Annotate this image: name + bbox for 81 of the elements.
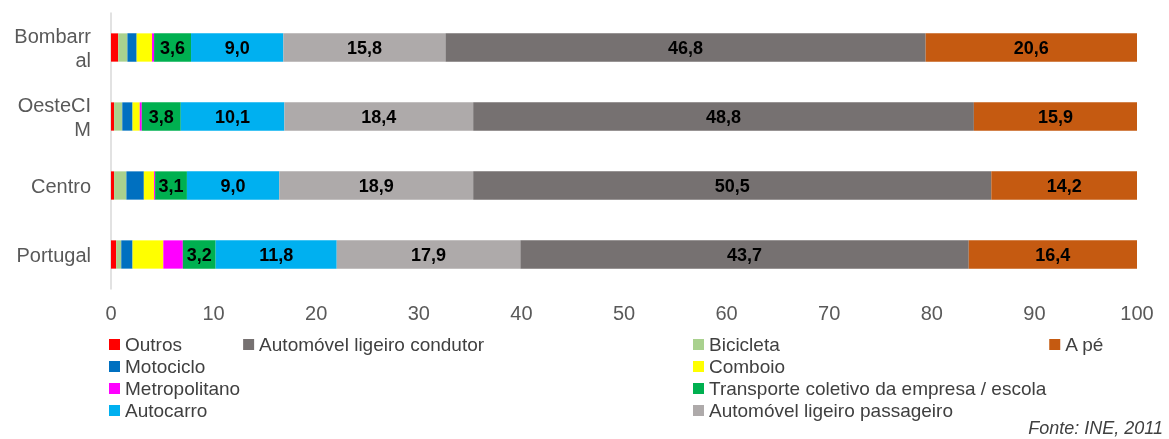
y-tick-label: Centro (30, 174, 91, 197)
data-label: 15,9 (1037, 106, 1073, 127)
bar (215, 240, 337, 269)
bar (136, 33, 153, 62)
bar (111, 171, 115, 200)
bar (111, 102, 115, 131)
data-label: 20,6 (1013, 37, 1049, 58)
legend-label: Bicicleta (709, 334, 781, 355)
bar (973, 102, 1137, 131)
bar (336, 240, 521, 269)
x-tick-label: 20 (305, 302, 328, 324)
bar (520, 240, 969, 269)
bar (925, 33, 1137, 62)
legend-label: Motociclo (125, 356, 206, 377)
x-tick-label: 40 (510, 302, 533, 324)
bar (279, 171, 474, 200)
bar (114, 102, 123, 131)
bar (968, 240, 1137, 269)
bar (111, 240, 117, 269)
x-tick-label: 90 (1023, 302, 1046, 324)
bar (111, 33, 119, 62)
data-label: 18,9 (358, 175, 394, 196)
bar (116, 240, 122, 269)
bar (132, 102, 140, 131)
bar (191, 33, 284, 62)
y-tick-label: Bombarral (14, 24, 92, 71)
bar (126, 171, 144, 200)
bar (132, 240, 164, 269)
y-tick-label: Portugal (16, 243, 91, 266)
data-label: 10,1 (215, 106, 251, 127)
bar (991, 171, 1137, 200)
x-tick-label: 0 (105, 302, 117, 324)
bar (122, 102, 133, 131)
bar (139, 102, 142, 131)
legend-label: A pé (1065, 334, 1104, 355)
legend-label: Transporte coletivo da empresa / escola (709, 378, 1047, 399)
bar (152, 33, 155, 62)
data-label: 17,9 (411, 244, 447, 265)
legend-label: Comboio (709, 356, 786, 377)
legend-label: Autocarro (125, 400, 208, 421)
legend-label: Outros (125, 334, 183, 355)
x-tick-label: 30 (407, 302, 430, 324)
data-label: 3,2 (186, 244, 212, 265)
bar (473, 171, 992, 200)
source-note: Fonte: INE, 2011 (1028, 418, 1163, 438)
bar (143, 171, 155, 200)
bar (445, 33, 926, 62)
x-tick-label: 70 (818, 302, 841, 324)
x-tick-label: 50 (612, 302, 636, 324)
data-label: 9,0 (224, 37, 250, 58)
data-label: 18,4 (361, 106, 397, 127)
data-label: 48,8 (706, 106, 742, 127)
data-label: 3,6 (160, 37, 186, 58)
data-label: 50,5 (714, 175, 750, 196)
x-tick-label: 80 (920, 302, 943, 324)
bar (186, 171, 280, 200)
bar (127, 33, 137, 62)
legend-label: Metropolitano (125, 378, 241, 399)
legend-label: Automóvel ligeiro passageiro (709, 400, 953, 421)
bar (163, 240, 183, 269)
data-label: 43,7 (727, 244, 763, 265)
bar (284, 102, 474, 131)
bar (118, 33, 128, 62)
data-label: 16,4 (1035, 244, 1071, 265)
bar (114, 171, 127, 200)
x-tick-label: 60 (715, 302, 738, 324)
y-tick-label: OesteCIM (17, 93, 91, 140)
bar (121, 240, 133, 269)
data-label: 9,0 (220, 175, 246, 196)
data-label: 3,1 (158, 175, 184, 196)
legend-label: Automóvel ligeiro condutor (259, 334, 485, 355)
x-tick-label: 10 (202, 302, 225, 324)
data-label: 14,2 (1046, 175, 1082, 196)
bar (180, 102, 285, 131)
bar (283, 33, 446, 62)
data-label: 11,8 (259, 244, 294, 265)
data-label: 46,8 (668, 37, 704, 58)
data-label: 3,8 (148, 106, 174, 127)
x-tick-label: 100 (1120, 302, 1154, 324)
data-label: 15,8 (346, 37, 382, 58)
bar (473, 102, 974, 131)
